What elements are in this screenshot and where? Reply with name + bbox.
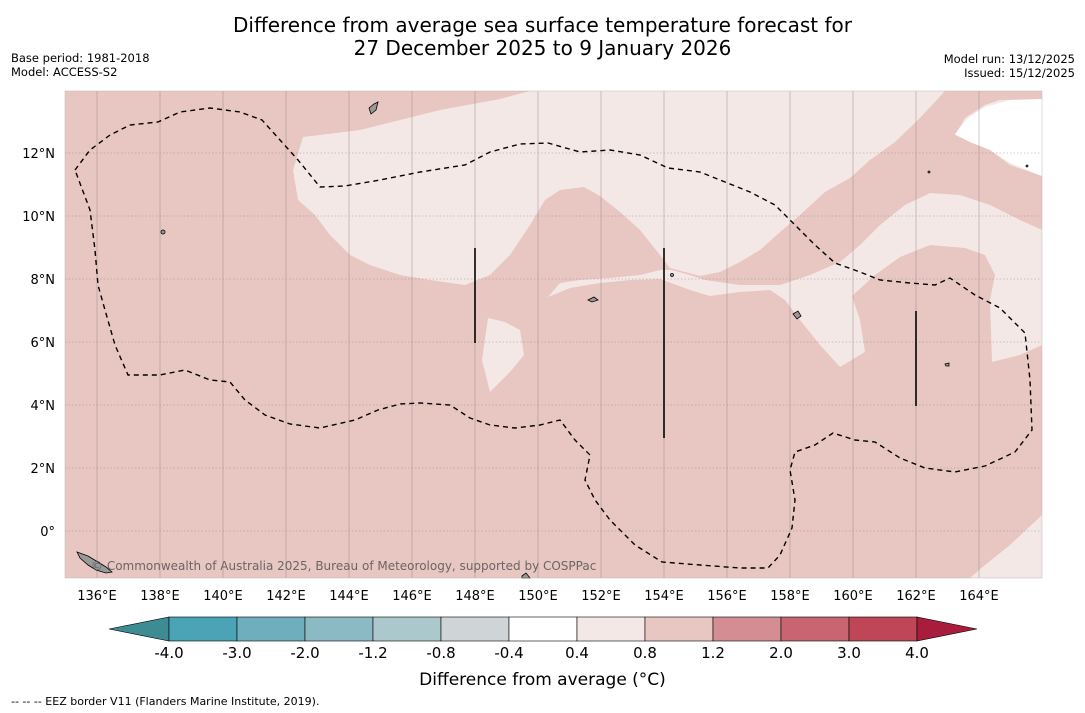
lon-tick: 152°E [581,589,621,604]
colorbar-segment [848,616,918,642]
lon-tick: 146°E [392,589,432,604]
island-png [76,551,113,574]
island-kosrae [944,362,950,367]
lon-tick: 144°E [329,589,369,604]
lon-tick: 148°E [455,589,495,604]
lat-tick: 8°N [31,273,56,288]
colorbar-tick-label: -1.2 [358,644,387,662]
island-dot-2 [670,273,674,277]
colorbar-tick-label: 4.0 [905,644,929,662]
base-period: Base period: 1981-2018 [11,51,150,65]
meta-right: Model run: 13/12/2025 Issued: 15/12/2025 [944,52,1075,80]
lon-tick: 138°E [140,589,180,604]
islands [76,101,1029,579]
island-dot-4 [1025,164,1029,168]
lon-tick: 156°E [707,589,747,604]
colorbar-tick-label: 1.2 [701,644,725,662]
copyright-text: © Commonwealth of Australia 2025, Bureau… [91,559,596,573]
lon-tick: 162°E [896,589,936,604]
anomaly-region-light-middle [548,193,1042,367]
footnote: -- -- -- EEZ border V11 (Flanders Marine… [11,695,320,708]
lon-tick: 142°E [266,589,306,604]
colorbar: -4.0 -3.0 -2.0 -1.2 -0.8 -0.4 0.4 0.8 1.2 2.0 3.0 4… [108,616,978,662]
anomaly-region-neutral [955,99,1042,176]
colorbar-tick-label: -3.0 [222,644,251,662]
lat-tick: 12°N [22,147,55,162]
anomaly-region-light-small [482,318,524,392]
colorbar-segment [576,616,646,642]
lon-tick: 164°E [959,589,999,604]
lon-tick: 150°E [518,589,558,604]
colorbar-segment [168,616,238,642]
lat-tick: 0° [40,525,55,540]
colorbar-tick-label: -4.0 [154,644,183,662]
issued-date: Issued: 15/12/2025 [964,66,1075,80]
colorbar-segment [440,616,510,642]
island-dot-1 [160,229,166,235]
colorbar-label: Difference from average (°C) [419,670,666,690]
colorbar-segment [780,616,850,642]
colorbar-segment [372,616,442,642]
island-pohnpei [792,310,802,320]
lon-tick: 154°E [644,589,684,604]
lon-tick-labels: 136°E 138°E 140°E 142°E 144°E 146°E 148°… [77,589,999,604]
colorbar-over-extension [916,616,978,642]
colorbar-segment [644,616,714,642]
eez-borders [74,107,1033,569]
colorbar-tick-label: 0.4 [565,644,589,662]
model-name: Model: ACCESS-S2 [11,65,118,79]
colorbar-tick-label: -2.0 [290,644,319,662]
island-dot-3 [927,170,931,174]
meta-left: Base period: 1981-2018 Model: ACCESS-S2 [11,51,150,79]
title-line-1: Difference from average sea surface temp… [232,13,852,37]
anomaly-region-light-corner [970,515,1042,578]
title-line-2: 27 December 2025 to 9 January 2026 [353,36,732,60]
chart-title: Difference from average sea surface temp… [0,14,1085,60]
lat-tick: 4°N [31,399,56,414]
colorbar-segment [508,616,578,642]
colorbar-under-extension [108,616,170,642]
lat-tick: 10°N [22,210,55,225]
colorbar-tick-label: 2.0 [769,644,793,662]
model-run: Model run: 13/12/2025 [943,52,1075,66]
colorbar-tick-label: 3.0 [837,644,861,662]
lat-tick: 2°N [31,462,56,477]
boundary-lines [474,248,917,438]
map-frame [64,90,1043,579]
island-chuuk [587,296,599,303]
colorbar-tick-label: -0.4 [494,644,523,662]
lat-tick-labels: 12°N 10°N 8°N 6°N 4°N 2°N 0° [22,147,55,540]
lon-tick: 160°E [833,589,873,604]
anomaly-region-light [293,91,1042,285]
island-north [368,101,379,115]
colorbar-tick-label: 0.8 [633,644,657,662]
lon-tick: 158°E [770,589,810,604]
lat-tick: 6°N [31,336,56,351]
colorbar-tick-label: -0.8 [426,644,455,662]
lon-tick: 140°E [203,589,243,604]
colorbar-segment [304,616,374,642]
lon-tick: 136°E [77,589,117,604]
colorbar-segment [712,616,782,642]
colorbar-segment [236,616,306,642]
